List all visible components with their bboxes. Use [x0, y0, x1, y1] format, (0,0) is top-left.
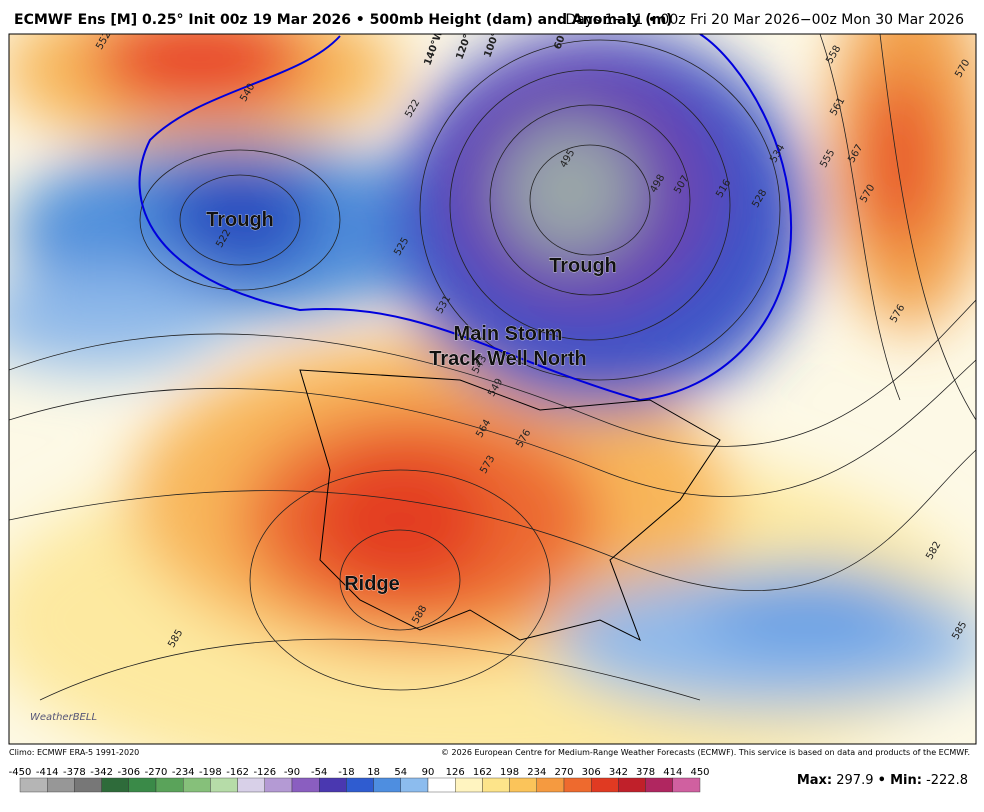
colorbar-swatch [47, 777, 75, 793]
colorbar-swatch [128, 777, 157, 793]
colorbar-tick-label: -18 [338, 767, 354, 778]
colorbar-tick-label: 450 [690, 767, 709, 778]
colorbar-swatch [210, 777, 238, 793]
colorbar-swatch [19, 777, 48, 793]
coastline [299, 369, 721, 642]
colorbar-tick-label: -414 [36, 767, 59, 778]
stat-text: 297.9 [836, 773, 873, 788]
colorbar-tick-label: 18 [367, 767, 380, 778]
colorbar-swatch [155, 777, 184, 793]
colorbar-swatch [427, 777, 456, 793]
colorbar-swatch [400, 777, 429, 793]
climo-note: Climo: ECMWF ERA-5 1991-2020 [9, 748, 139, 757]
colorbar-swatch [74, 777, 102, 793]
colorbar-swatch [237, 777, 266, 793]
colorbar-swatch [672, 777, 701, 793]
colorbar-tick-label: -342 [90, 767, 113, 778]
colorbar-tick-label: -306 [117, 767, 140, 778]
credit: © 2026 European Centre for Medium-Range … [441, 748, 970, 757]
colorbar-tick-label: 198 [500, 767, 519, 778]
annotation: Ridge [344, 573, 400, 595]
colorbar-swatch [319, 777, 347, 793]
stat-text: • [878, 773, 886, 788]
stats: Max: 297.9 • Min: -222.8 [797, 773, 968, 788]
colorbar-tick-label: 378 [636, 767, 655, 778]
colorbar-swatch [591, 777, 619, 793]
colorbar-tick-label: 306 [582, 767, 601, 778]
colorbar-tick-label: -162 [226, 767, 249, 778]
colorbar-swatch [264, 777, 293, 793]
colorbar-swatch [536, 777, 565, 793]
colorbar-tick-label: -198 [199, 767, 222, 778]
colorbar-tick-label: -270 [145, 767, 168, 778]
colorbar-swatch [346, 777, 374, 793]
colorbar-swatch [455, 777, 483, 793]
colorbar-swatch [618, 777, 646, 793]
colorbar-tick-label: 342 [609, 767, 628, 778]
reference-contour [138, 34, 793, 402]
colorbar-tick-label: -90 [284, 767, 300, 778]
height-contours [9, 34, 976, 701]
annotation: Trough [549, 255, 617, 277]
annotation: Main Storm Track Well North [429, 323, 586, 370]
colorbar-tick-label: 162 [473, 767, 492, 778]
colorbar-tick-label: 90 [422, 767, 435, 778]
stat-text: Min: [890, 773, 922, 788]
colorbar-tick-label: -450 [9, 767, 32, 778]
colorbar-tick-label: 126 [446, 767, 465, 778]
colorbar-swatch [482, 777, 510, 793]
valid-range: Days 1−11 • 00z Fri 20 Mar 2026−00z Mon … [565, 12, 964, 28]
colorbar-swatch [373, 777, 402, 793]
colorbar-tick-label: -126 [253, 767, 276, 778]
title: ECMWF Ens [M] 0.25° Init 00z 19 Mar 2026… [14, 12, 673, 28]
map-frame [8, 33, 977, 745]
stat-text: -222.8 [926, 773, 968, 788]
colorbar-tick-label: 234 [527, 767, 546, 778]
logo: WeatherBELL [30, 712, 97, 723]
colorbar-tick-label: 54 [394, 767, 407, 778]
colorbar-swatch [645, 777, 673, 793]
colorbar-swatch [563, 777, 592, 793]
annotation: Trough [206, 209, 274, 231]
colorbar-tick-label: 270 [554, 767, 573, 778]
colorbar-tick-label: -54 [311, 767, 327, 778]
colorbar-swatch [182, 777, 211, 793]
colorbar-swatch [291, 777, 320, 793]
colorbar-tick-label: 414 [663, 767, 682, 778]
colorbar-tick-label: -234 [172, 767, 195, 778]
colorbar: -450 -414 -378 -342 -306 -270 -234 -198 -162 -126… [9, 767, 710, 793]
stat-text: Max: [797, 773, 832, 788]
colorbar-swatch [101, 777, 129, 793]
colorbar-tick-label: -378 [63, 767, 86, 778]
colorbar-swatch [509, 777, 538, 793]
